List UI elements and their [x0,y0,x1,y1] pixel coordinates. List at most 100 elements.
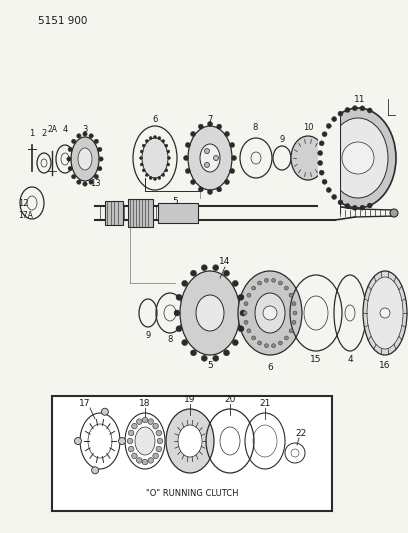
Circle shape [353,205,357,211]
Circle shape [149,136,152,140]
Circle shape [165,144,168,147]
Circle shape [224,350,229,356]
Circle shape [176,294,182,300]
Circle shape [213,356,219,361]
Circle shape [367,108,372,113]
Circle shape [263,306,277,320]
Ellipse shape [367,277,403,349]
Circle shape [98,166,102,171]
Circle shape [145,140,148,142]
Text: 14: 14 [220,256,231,265]
Circle shape [264,344,268,348]
Circle shape [319,170,324,175]
Circle shape [153,453,158,459]
Text: 4: 4 [62,125,68,133]
Circle shape [224,180,229,184]
Ellipse shape [71,137,99,181]
Circle shape [319,141,324,146]
Circle shape [338,111,343,116]
Ellipse shape [291,136,325,180]
Circle shape [264,278,268,282]
Ellipse shape [188,126,232,190]
Circle shape [191,270,197,276]
Circle shape [292,302,296,306]
Bar [318,113,340,213]
Text: 3: 3 [82,125,88,133]
Circle shape [102,408,109,415]
Circle shape [257,281,262,285]
Text: 10: 10 [303,124,313,133]
Circle shape [165,169,168,172]
Circle shape [322,132,327,136]
Circle shape [322,179,327,184]
Circle shape [140,157,142,159]
Text: 8: 8 [167,335,173,343]
Circle shape [67,157,71,161]
Circle shape [243,311,247,315]
Text: 5151 900: 5151 900 [38,16,87,26]
Circle shape [162,173,165,176]
Circle shape [148,458,153,463]
Circle shape [247,329,251,333]
Circle shape [338,200,343,205]
Circle shape [89,134,93,138]
Circle shape [162,140,165,142]
Text: 22: 22 [295,429,307,438]
Text: 4: 4 [347,354,353,364]
Bar [52,396,332,511]
Circle shape [132,453,137,459]
Circle shape [353,106,357,111]
Circle shape [185,168,190,174]
Circle shape [278,281,282,285]
Text: "O" RUNNING CLUTCH: "O" RUNNING CLUTCH [146,489,238,497]
Circle shape [148,419,153,424]
Circle shape [191,350,197,356]
Text: 17: 17 [79,399,91,408]
Text: 12: 12 [18,198,29,207]
Text: 2: 2 [41,128,47,138]
Circle shape [156,430,162,436]
Text: 19: 19 [184,394,196,403]
Ellipse shape [178,425,202,457]
Circle shape [326,188,331,192]
Circle shape [71,139,76,143]
Circle shape [360,205,365,210]
Circle shape [89,180,93,184]
Circle shape [201,265,207,271]
Circle shape [142,459,148,465]
Circle shape [240,310,246,316]
Text: 9: 9 [279,134,285,143]
Circle shape [217,187,222,192]
Circle shape [230,142,235,148]
Text: 5: 5 [207,360,213,369]
Circle shape [191,132,195,136]
Circle shape [252,286,256,290]
Ellipse shape [390,209,398,217]
Circle shape [244,320,248,324]
Circle shape [140,163,143,166]
Bar [105,201,123,225]
Circle shape [75,438,82,445]
Circle shape [230,168,235,174]
Circle shape [272,278,275,282]
Text: 15: 15 [310,354,322,364]
Circle shape [142,169,145,172]
Text: 18: 18 [139,399,151,408]
Text: 5: 5 [172,197,178,206]
Circle shape [201,356,207,361]
Circle shape [174,310,180,316]
Circle shape [168,157,171,159]
Text: 1: 1 [29,128,35,138]
Ellipse shape [180,271,240,355]
Text: 17A: 17A [18,211,33,220]
Circle shape [198,187,203,192]
Text: 21: 21 [259,399,271,408]
Circle shape [332,195,337,199]
Circle shape [140,150,143,153]
Circle shape [380,308,390,318]
Circle shape [176,326,182,332]
Text: 20: 20 [224,394,236,403]
Circle shape [158,176,161,180]
Circle shape [83,132,87,136]
Circle shape [99,157,103,161]
